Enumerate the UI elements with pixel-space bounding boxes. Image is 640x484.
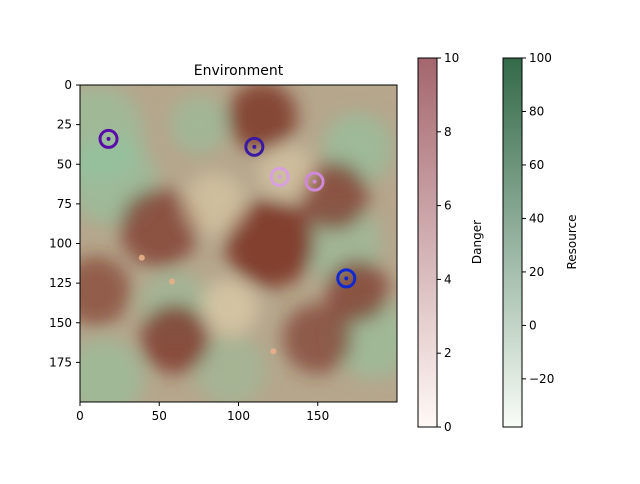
- heatmap-blob-2: [80, 338, 144, 402]
- heatmap-blob-15: [282, 303, 353, 374]
- agent-ring-1: [244, 136, 265, 157]
- resource-point-2: [270, 348, 277, 355]
- heatmap-blob-11: [298, 161, 369, 231]
- resource-tick-label: 40: [529, 211, 544, 225]
- danger-tick-label: 0: [444, 420, 452, 434]
- danger-colorbar-fill: [418, 58, 437, 427]
- y-tick-label: 75: [57, 197, 72, 211]
- agent-dot-3: [312, 179, 317, 184]
- resource-tick-label: 60: [529, 158, 544, 172]
- heatmap-blob-13: [140, 303, 210, 374]
- resource-colorbar-frame: [502, 57, 523, 428]
- heatmap-area: [80, 85, 397, 402]
- resource-point-0: [138, 254, 145, 261]
- heatmap-blob-18: [183, 172, 247, 236]
- agent-ring-0: [98, 128, 119, 149]
- danger-tick-label: 2: [444, 346, 452, 360]
- danger-colorbar-label: Danger: [470, 220, 484, 264]
- heatmap-blob-14: [325, 259, 390, 323]
- y-tick-label: 50: [57, 157, 72, 171]
- heatmap-blob-12: [119, 188, 199, 268]
- agent-ring-4: [336, 268, 357, 289]
- agent-dot-4: [344, 276, 349, 281]
- danger-colorbar: 0 2 4 6 8 10 Danger: [417, 51, 484, 434]
- danger-tick-label: 6: [444, 199, 452, 213]
- points-layer: [98, 128, 357, 355]
- resource-colorbar-label: Resource: [565, 214, 579, 269]
- y-tick-label: 0: [64, 78, 72, 92]
- x-axis: 0 50 100 150: [76, 402, 329, 423]
- danger-tick-label: 8: [444, 125, 452, 139]
- heatmap-blobs: [80, 85, 397, 402]
- y-tick-label: 125: [49, 276, 72, 290]
- resource-colorbar: −20 0 20 40 60 80 100 Resource: [502, 51, 579, 428]
- danger-tick-label: 10: [444, 51, 459, 65]
- resource-tick-label: 0: [529, 318, 537, 332]
- danger-tick-label: 4: [444, 272, 452, 286]
- y-tick-label: 150: [49, 316, 72, 330]
- heatmap-blob-8: [195, 335, 266, 402]
- resource-colorbar-ticks: −20 0 20 40 60 80 100: [522, 51, 554, 386]
- heatmap-blob-10: [225, 199, 315, 288]
- x-tick-label: 50: [152, 409, 167, 423]
- agent-ring-2: [269, 166, 290, 187]
- heatmap-blob-3: [170, 96, 228, 154]
- chart-title: Environment: [194, 63, 284, 79]
- heatmap-blob-9: [227, 85, 298, 152]
- agent-dot-0: [106, 136, 111, 141]
- x-tick-label: 150: [306, 409, 329, 423]
- danger-colorbar-ticks: 0 2 4 6 8 10: [437, 51, 459, 434]
- agent-dot-1: [252, 144, 257, 149]
- resource-tick-label: 80: [529, 104, 544, 118]
- x-tick-label: 100: [227, 409, 250, 423]
- x-tick-label: 0: [76, 409, 84, 423]
- y-axis: 0 25 50 75 100 125 150 175: [49, 78, 80, 369]
- heatmap-blob-16: [80, 256, 131, 326]
- y-tick-label: 175: [49, 355, 72, 369]
- y-tick-label: 25: [57, 118, 72, 132]
- resource-colorbar-fill: [503, 58, 522, 427]
- agent-dot-2: [277, 174, 282, 179]
- heatmap-blob-17: [202, 278, 260, 336]
- resource-tick-label: −20: [529, 372, 554, 386]
- resource-point-1: [168, 278, 175, 285]
- resource-tick-label: 100: [529, 51, 552, 65]
- agent-ring-3: [304, 171, 325, 192]
- y-tick-label: 100: [49, 237, 72, 251]
- danger-colorbar-frame: [417, 57, 438, 428]
- resource-tick-label: 20: [529, 265, 544, 279]
